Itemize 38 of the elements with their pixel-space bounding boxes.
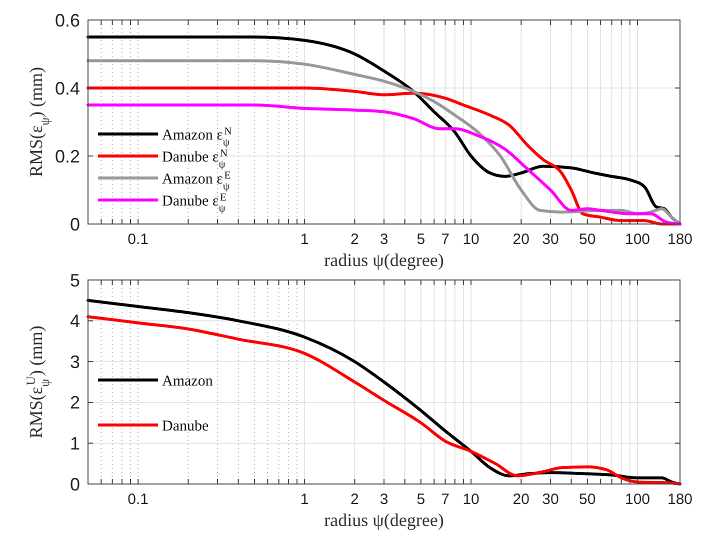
legend-label: Amazon [162, 373, 214, 390]
x-tick-label: 7 [441, 491, 450, 508]
x-axis-title: radius ψ(degree) [324, 510, 444, 530]
y-tick-label: 3 [70, 352, 80, 372]
x-tick-label: 10 [462, 231, 480, 248]
x-tick-label: 30 [542, 491, 559, 508]
x-tick-label: 5 [416, 491, 426, 508]
y-tick-label: 0 [70, 474, 80, 494]
x-tick-label: 2 [350, 491, 359, 508]
y-tick-label: 1 [70, 434, 80, 454]
x-tick-label: 100 [624, 231, 650, 248]
x-tick-label: 30 [542, 231, 559, 248]
x-tick-label: 50 [579, 231, 596, 248]
x-axis-title: radius ψ(degree) [324, 250, 444, 270]
x-tick-label: 100 [624, 491, 650, 508]
x-tick-label: 0.1 [128, 231, 149, 248]
x-tick-label: 7 [441, 231, 450, 248]
y-tick-label: 0.6 [54, 10, 80, 30]
x-tick-label: 20 [512, 231, 530, 248]
x-tick-label: 3 [380, 231, 388, 248]
legend-label: Danube [162, 418, 209, 434]
x-tick-label: 3 [380, 491, 388, 508]
x-tick-label: 20 [512, 491, 530, 508]
x-tick-label: 1 [300, 231, 309, 248]
x-tick-label: 2 [350, 231, 359, 248]
x-tick-label: 10 [462, 491, 480, 508]
y-tick-label: 5 [70, 270, 80, 290]
x-tick-label: 1 [300, 491, 309, 508]
y-tick-label: 2 [70, 392, 80, 413]
x-tick-label: 50 [579, 491, 596, 508]
y-tick-label: 0.4 [54, 78, 80, 98]
y-tick-label: 0 [70, 214, 80, 234]
x-tick-label: 180 [667, 231, 693, 248]
y-tick-label: 4 [70, 311, 80, 332]
x-tick-label: 0.1 [128, 491, 149, 508]
x-tick-label: 5 [416, 231, 426, 248]
x-tick-label: 180 [667, 491, 693, 508]
y-tick-label: 0.2 [54, 146, 80, 166]
